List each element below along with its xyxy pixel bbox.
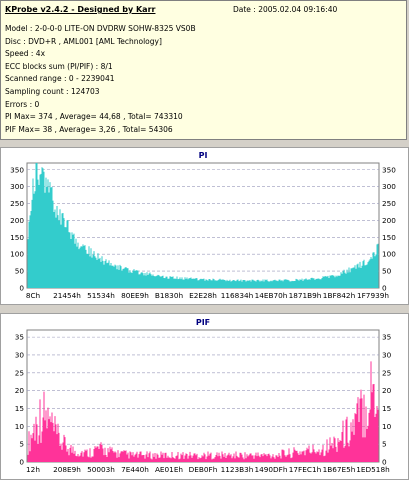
pi-ytick-right: 200 — [382, 216, 396, 225]
pi-xtick: 116834h — [221, 291, 253, 300]
pif-xtick: 1490DFh — [254, 465, 287, 474]
pi-ytick-left: 250 — [10, 199, 24, 208]
pi-xtick: 14EB70h — [255, 291, 288, 300]
pi-ytick-left: 50 — [15, 267, 25, 276]
pi-ytick-left: 300 — [10, 182, 24, 191]
pi-ytick-right: 50 — [382, 267, 392, 276]
pi-ytick-right: 300 — [382, 182, 396, 191]
pi-xtick: 51534h — [87, 291, 115, 300]
pi-xtick: 1871B9h — [289, 291, 322, 300]
pif-xtick: 1B67E5h — [323, 465, 356, 474]
pi-xtick: E2E28h — [189, 291, 217, 300]
pi-chart-panel: PI 0 0 50 50 100 100 150 150 200 200 250 250 300 300 35… — [0, 147, 409, 305]
pif-xtick: 208E9h — [53, 465, 81, 474]
pi-xtick: 1BF842h — [323, 291, 355, 300]
disc-line: Disc : DVD+R , AML001 [AML Technology] — [5, 36, 162, 46]
pi-ytick-left: 150 — [10, 233, 24, 242]
app-title: KProbe v2.4.2 - Designed by Karr — [5, 5, 156, 14]
pi-ytick-right: 150 — [382, 233, 396, 242]
info-lines: Model : 2-0-0-0 LITE-ON DVDRW SOHW-8325 … — [5, 23, 196, 136]
pif-chart-title: PIF — [196, 318, 210, 327]
pi-ytick-right: 0 — [382, 284, 387, 293]
pif-ytick-right: 30 — [382, 350, 392, 359]
pif-ytick-right: 20 — [382, 386, 392, 395]
pi-ytick-left: 0 — [19, 284, 24, 293]
scan-date: Date : 2005.02.04 09:16:40 — [233, 5, 338, 14]
pif-summary-line: PIF Max= 38 , Average= 3,26 , Total= 543… — [5, 124, 173, 134]
pif-ytick-left: 5 — [19, 440, 24, 449]
pif-ytick-right: 15 — [382, 404, 391, 413]
pi-ytick-left: 200 — [10, 216, 24, 225]
pif-ytick-right: 25 — [382, 368, 391, 377]
pi-chart-title: PI — [199, 151, 208, 160]
pi-xtick: 21454h — [53, 291, 81, 300]
sampling-line: Sampling count : 124703 — [5, 86, 100, 96]
pi-ytick-left: 350 — [10, 165, 24, 174]
pif-chart: PIF 0 0 5 5 10 10 15 15 20 20 25 25 30 30 35 35 12h 208E9h… — [15, 318, 392, 474]
pif-xtick: 7E440h — [121, 465, 149, 474]
pif-xtick: DEB0Fh — [189, 465, 218, 474]
pi-xtick: 80EE9h — [121, 291, 149, 300]
model-line: Model : 2-0-0-0 LITE-ON DVDRW SOHW-8325 … — [5, 24, 196, 33]
errors-line: Errors : 0 — [5, 99, 40, 109]
pif-ytick-left: 25 — [15, 368, 24, 377]
ecc-line: ECC blocks sum (PI/PIF) : 8/1 — [5, 61, 113, 71]
pif-ytick-left: 20 — [15, 386, 25, 395]
pi-ytick-right: 250 — [382, 199, 396, 208]
speed-line: Speed : 4x — [5, 49, 46, 59]
pif-ytick-left: 0 — [19, 458, 24, 467]
pif-ytick-right: 5 — [382, 440, 387, 449]
pi-ytick-right: 350 — [382, 165, 396, 174]
pif-xtick: 17FEC1h — [289, 465, 321, 474]
pi-summary-line: PI Max= 374 , Average= 44,68 , Total= 74… — [5, 112, 183, 122]
pif-ytick-right: 35 — [382, 333, 391, 342]
pi-ytick-right: 100 — [382, 250, 396, 259]
pif-ytick-right: 0 — [382, 458, 387, 467]
pif-xtick: 1123B3h — [221, 465, 254, 474]
pif-xtick: 12h — [26, 465, 40, 474]
pi-ytick-left: 100 — [10, 250, 24, 259]
pif-ytick-left: 30 — [15, 350, 25, 359]
pif-xtick: AE01Eh — [155, 465, 183, 474]
pif-xtick: 1ED518h — [356, 465, 389, 474]
pi-xtick: 1F7939h — [357, 291, 389, 300]
pif-chart-panel: PIF 0 0 5 5 10 10 15 15 20 20 25 25 30 30 35 35 12h 208E9h… — [0, 313, 409, 480]
pif-ytick-left: 10 — [15, 422, 25, 431]
pi-xtick: 8Ch — [26, 291, 40, 300]
pif-ytick-left: 35 — [15, 333, 24, 342]
pif-ytick-left: 15 — [15, 404, 24, 413]
pi-xtick: B1830h — [155, 291, 183, 300]
pif-xtick: 50003h — [87, 465, 115, 474]
pif-plot-area — [26, 329, 380, 463]
info-panel: KProbe v2.4.2 - Designed by Karr Date : … — [0, 0, 407, 140]
pif-ytick-right: 10 — [382, 422, 392, 431]
pi-chart: PI 0 0 50 50 100 100 150 150 200 200 250 250 300 300 35… — [10, 151, 396, 300]
range-line: Scanned range : 0 - 2239041 — [5, 74, 115, 84]
